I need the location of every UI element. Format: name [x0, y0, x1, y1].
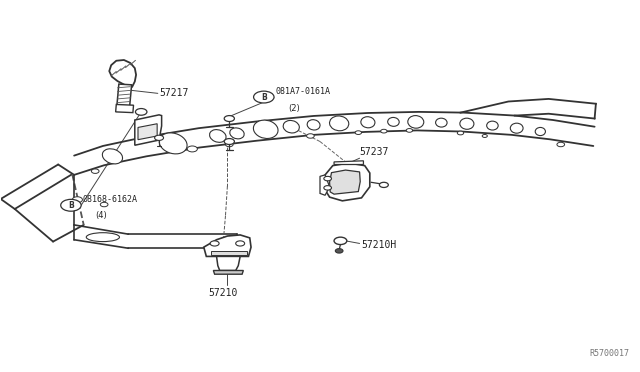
Polygon shape: [330, 170, 360, 194]
Circle shape: [210, 241, 219, 246]
Circle shape: [155, 135, 164, 140]
Text: 08168-6162A: 08168-6162A: [83, 195, 138, 204]
Circle shape: [307, 134, 314, 138]
Circle shape: [253, 91, 274, 103]
Circle shape: [72, 197, 83, 203]
Circle shape: [224, 138, 234, 144]
Ellipse shape: [460, 118, 474, 129]
Polygon shape: [320, 175, 330, 195]
Circle shape: [335, 248, 343, 253]
Ellipse shape: [209, 129, 226, 142]
Ellipse shape: [436, 118, 447, 127]
Circle shape: [381, 129, 387, 133]
Text: 57237: 57237: [360, 147, 389, 157]
Ellipse shape: [253, 120, 278, 138]
Text: 57210: 57210: [208, 288, 237, 298]
Circle shape: [225, 142, 233, 147]
Circle shape: [100, 202, 108, 207]
Polygon shape: [211, 251, 246, 254]
Ellipse shape: [510, 123, 523, 133]
Text: B: B: [68, 201, 74, 210]
Ellipse shape: [330, 116, 349, 131]
Polygon shape: [135, 115, 162, 145]
Circle shape: [334, 237, 347, 244]
Text: 081A7-0161A: 081A7-0161A: [275, 87, 330, 96]
Polygon shape: [116, 105, 134, 113]
Ellipse shape: [535, 128, 545, 136]
Circle shape: [224, 116, 234, 122]
Circle shape: [92, 169, 99, 173]
Circle shape: [482, 135, 487, 137]
Ellipse shape: [102, 149, 122, 164]
Ellipse shape: [283, 121, 300, 133]
Polygon shape: [323, 163, 370, 201]
Text: R5700017: R5700017: [589, 349, 630, 358]
Circle shape: [61, 199, 81, 211]
Ellipse shape: [361, 117, 375, 128]
Circle shape: [187, 146, 197, 152]
Polygon shape: [138, 124, 157, 140]
Polygon shape: [117, 84, 132, 106]
Text: 57210H: 57210H: [361, 240, 396, 250]
Ellipse shape: [86, 233, 120, 241]
Ellipse shape: [307, 120, 320, 130]
Ellipse shape: [159, 133, 187, 154]
Text: 57217: 57217: [159, 88, 188, 98]
Circle shape: [380, 182, 388, 187]
Polygon shape: [213, 270, 243, 274]
Circle shape: [458, 131, 464, 135]
Polygon shape: [334, 161, 364, 164]
Circle shape: [324, 176, 332, 181]
Ellipse shape: [486, 121, 498, 130]
Circle shape: [406, 129, 413, 132]
Polygon shape: [204, 235, 251, 256]
Circle shape: [236, 241, 244, 246]
Text: (2): (2): [288, 104, 300, 113]
Ellipse shape: [408, 116, 424, 128]
Polygon shape: [216, 256, 240, 270]
Circle shape: [355, 131, 362, 135]
Ellipse shape: [230, 128, 244, 139]
Text: B: B: [261, 93, 267, 102]
Circle shape: [136, 109, 147, 115]
Circle shape: [557, 142, 564, 147]
Circle shape: [324, 186, 332, 190]
Text: (4): (4): [95, 211, 107, 220]
Ellipse shape: [388, 118, 399, 126]
